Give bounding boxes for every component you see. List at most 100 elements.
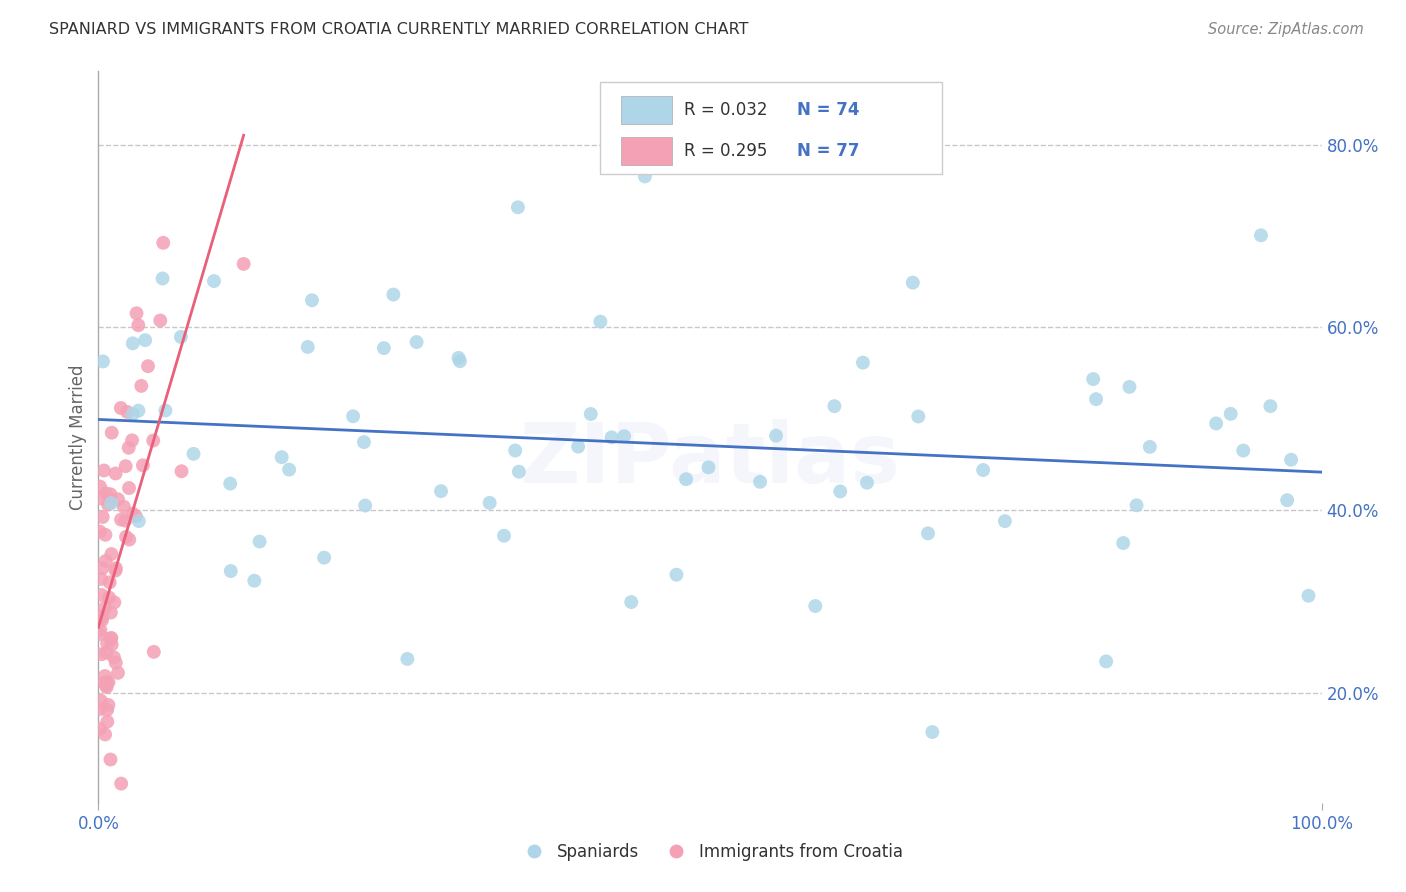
Point xyxy=(110,513,132,527)
Point xyxy=(91,613,114,627)
Point xyxy=(94,554,117,568)
Point xyxy=(100,547,122,561)
Point xyxy=(142,434,165,448)
Point xyxy=(100,487,122,501)
Point xyxy=(100,425,122,440)
Point xyxy=(301,293,323,308)
Point xyxy=(1139,440,1161,454)
Point xyxy=(132,458,155,473)
Point xyxy=(804,599,827,613)
Point xyxy=(972,463,994,477)
Text: ZIPatlas: ZIPatlas xyxy=(520,418,900,500)
Point xyxy=(170,464,193,478)
Point xyxy=(90,588,112,602)
Point xyxy=(492,529,515,543)
Point xyxy=(91,561,114,575)
Point xyxy=(856,475,879,490)
Point xyxy=(104,561,127,575)
Point xyxy=(110,777,132,791)
Point xyxy=(115,405,138,419)
Point xyxy=(506,200,529,214)
Point xyxy=(103,595,125,609)
Point xyxy=(104,656,127,670)
Point xyxy=(901,276,924,290)
FancyBboxPatch shape xyxy=(620,96,672,124)
Point xyxy=(91,510,114,524)
Point xyxy=(121,407,143,421)
Point xyxy=(634,169,657,184)
Point xyxy=(89,524,111,539)
Point xyxy=(600,430,623,444)
Point xyxy=(170,330,193,344)
Point xyxy=(96,676,118,690)
Point xyxy=(94,669,117,683)
Point xyxy=(1232,443,1254,458)
Point xyxy=(100,632,122,646)
Text: N = 77: N = 77 xyxy=(797,142,859,160)
Point xyxy=(907,409,929,424)
Point xyxy=(765,428,787,442)
Point xyxy=(142,645,165,659)
Point xyxy=(112,500,135,514)
Point xyxy=(430,484,453,499)
Point xyxy=(93,675,115,690)
Point xyxy=(1095,655,1118,669)
Point xyxy=(396,652,419,666)
Point xyxy=(94,727,117,741)
Point xyxy=(90,610,112,624)
Point xyxy=(89,623,111,637)
Point xyxy=(447,351,470,365)
Point xyxy=(98,591,121,605)
Point xyxy=(830,484,852,499)
Point xyxy=(90,694,112,708)
Point xyxy=(103,650,125,665)
Point xyxy=(89,627,111,641)
Point xyxy=(115,530,138,544)
Point xyxy=(90,647,112,661)
Point xyxy=(202,274,225,288)
Point xyxy=(567,440,589,454)
Point xyxy=(1118,380,1140,394)
FancyBboxPatch shape xyxy=(600,82,942,174)
Point xyxy=(125,509,148,524)
Point xyxy=(382,287,405,301)
Point xyxy=(1085,392,1108,406)
Point xyxy=(97,498,120,512)
Point xyxy=(697,460,720,475)
Point xyxy=(89,479,111,493)
Point xyxy=(104,467,127,481)
Point xyxy=(94,600,117,615)
Point xyxy=(152,235,174,250)
Point xyxy=(100,631,122,645)
Point xyxy=(1275,493,1298,508)
Point xyxy=(121,507,143,521)
Point xyxy=(353,435,375,450)
Point xyxy=(1260,399,1282,413)
Y-axis label: Currently Married: Currently Married xyxy=(69,364,87,510)
Point xyxy=(100,496,122,510)
Point xyxy=(131,379,153,393)
Point xyxy=(620,595,643,609)
Point xyxy=(278,462,301,476)
Point xyxy=(297,340,319,354)
Point xyxy=(219,564,242,578)
Point xyxy=(127,403,149,417)
Point xyxy=(852,356,875,370)
Point xyxy=(503,443,526,458)
Point xyxy=(405,334,427,349)
Point xyxy=(114,459,136,474)
Point xyxy=(589,315,612,329)
Point xyxy=(118,441,141,455)
Point xyxy=(152,271,174,285)
Point xyxy=(342,409,364,424)
Point xyxy=(107,492,129,507)
Point xyxy=(921,725,943,739)
Point xyxy=(665,567,688,582)
Point xyxy=(136,359,159,374)
Point xyxy=(90,572,112,586)
Point xyxy=(89,610,111,624)
Point xyxy=(749,475,772,489)
Point xyxy=(314,550,336,565)
Point xyxy=(1279,452,1302,467)
Point xyxy=(121,336,143,351)
